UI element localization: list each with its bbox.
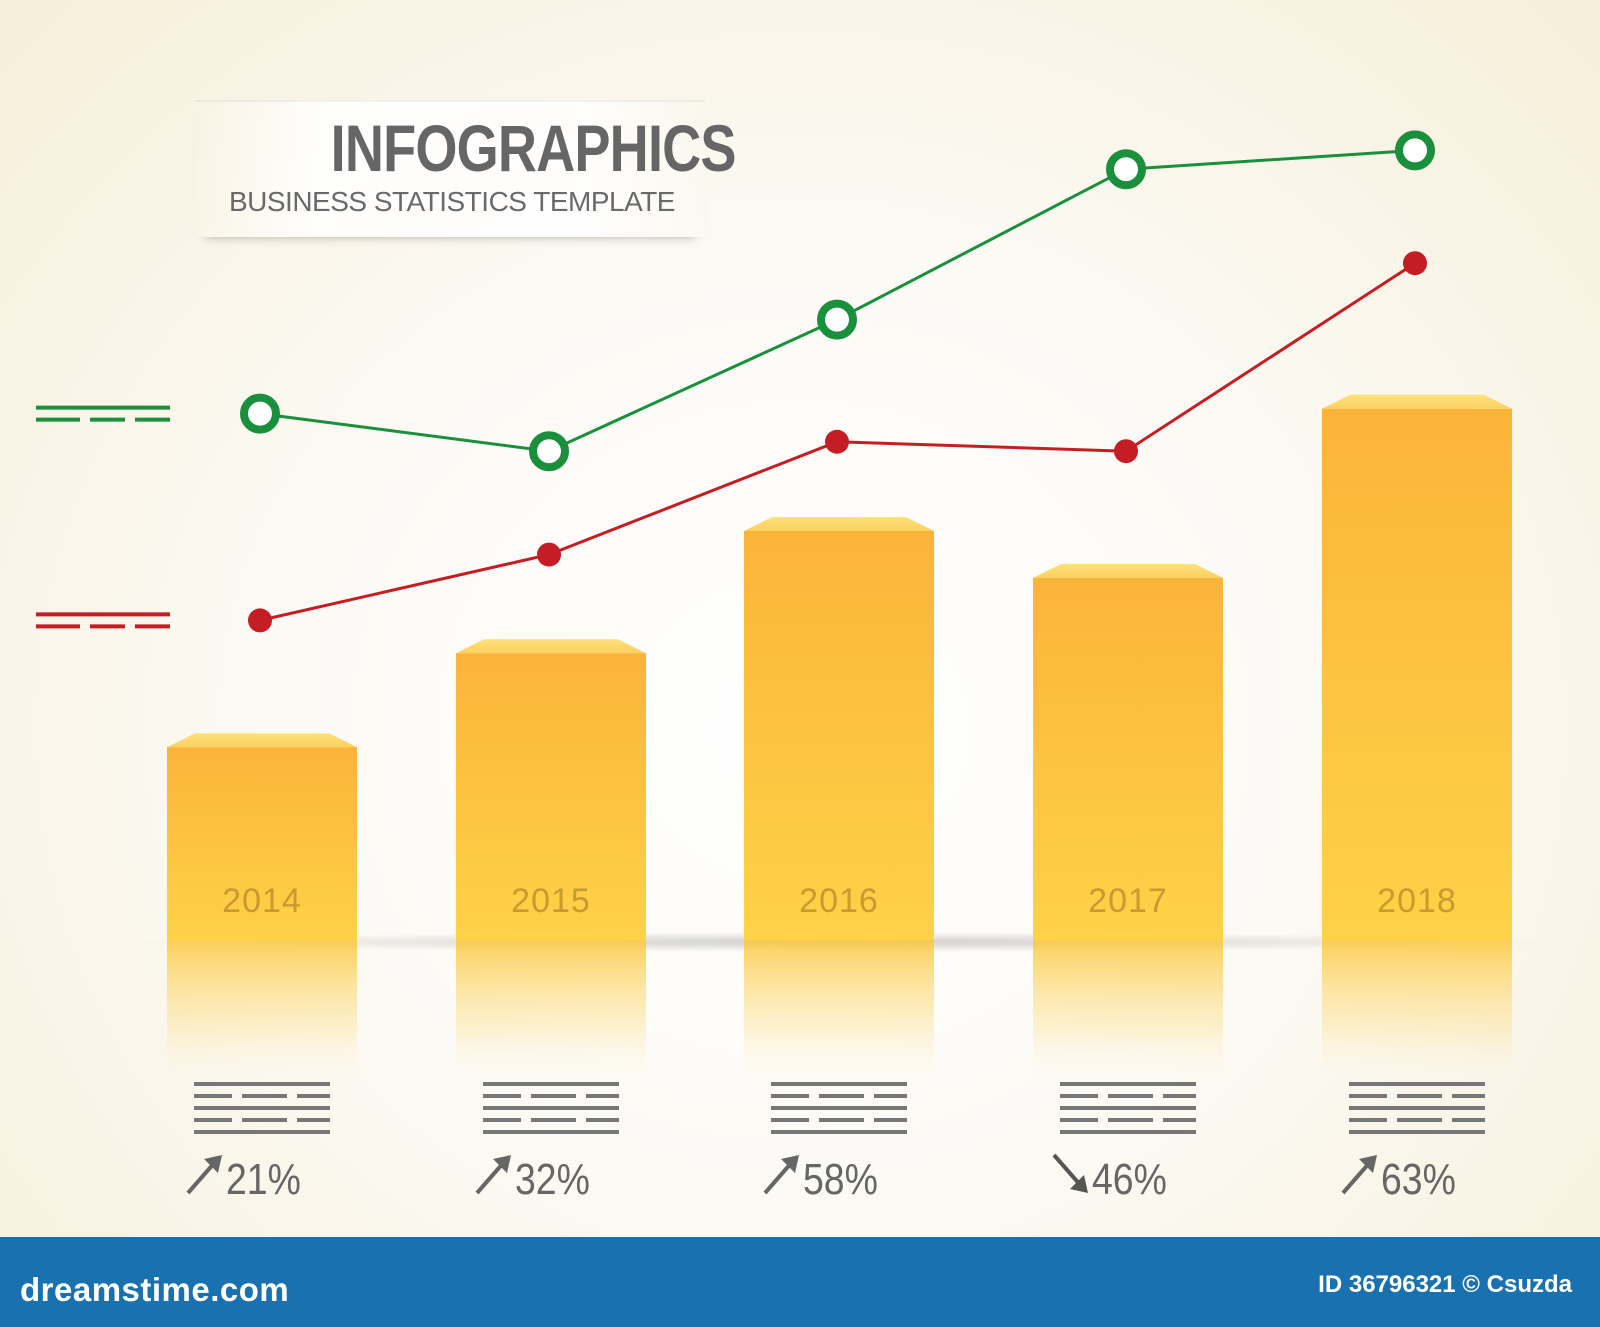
red-line-point	[537, 542, 561, 567]
arrow-up-icon	[763, 1155, 799, 1195]
red-line-point	[825, 429, 849, 454]
captions: 21% 32% 58% 46% 63%	[186, 1082, 1485, 1204]
bar-2016: 2016	[744, 517, 934, 1090]
bar-2015: 2015	[456, 639, 646, 1090]
bar-reflection	[744, 940, 934, 1090]
legend-green	[36, 405, 170, 422]
chart: 2014 2015 2016 2017 2018 21% 32% 58% 46% 63%	[36, 130, 1560, 1204]
arrow-head	[493, 1155, 511, 1173]
bar-top	[1322, 394, 1512, 409]
percent-label: 46%	[1092, 1154, 1167, 1204]
lines	[240, 130, 1435, 633]
bar-top	[744, 517, 934, 531]
arrow-shaft	[763, 1159, 795, 1195]
arrow-head	[781, 1155, 799, 1173]
caption-block	[771, 1082, 907, 1134]
percent-label: 32%	[515, 1154, 590, 1204]
caption-block	[194, 1082, 330, 1134]
green-line-point	[529, 431, 569, 472]
arrow-up-icon	[1341, 1155, 1377, 1195]
bar-top	[1033, 564, 1223, 578]
green-line-point	[817, 299, 857, 340]
red-line-point	[1114, 439, 1138, 464]
percent-label: 63%	[1381, 1154, 1456, 1204]
bar-2017: 2017	[1033, 564, 1223, 1090]
red-line-point	[1403, 251, 1427, 276]
arrow-shaft	[186, 1159, 218, 1195]
arrow-up-icon	[186, 1155, 222, 1195]
bars: 2014 2015 2016 2017 2018	[120, 394, 1560, 1090]
page-title: INFOGRAPHICS	[330, 111, 737, 185]
bar	[456, 653, 646, 940]
bar-label: 2017	[1088, 882, 1168, 920]
legend	[36, 405, 170, 629]
arrow-shaft	[475, 1159, 507, 1195]
footer-site[interactable]: dreamstime.com	[20, 1271, 290, 1308]
green-line-point	[1395, 130, 1435, 171]
bar	[1322, 408, 1512, 940]
bar-reflection	[1033, 940, 1223, 1090]
arrow-up-icon	[475, 1155, 511, 1195]
bar-top	[456, 639, 646, 654]
bar	[167, 747, 357, 940]
caption-block	[483, 1082, 619, 1134]
green-line-point	[240, 393, 280, 434]
bar-reflection	[456, 940, 646, 1090]
bar-reflection	[167, 940, 357, 1090]
red-line-point	[248, 608, 272, 633]
green-line-point	[1106, 149, 1146, 190]
legend-red	[36, 612, 170, 629]
bar-top	[167, 733, 357, 748]
bar-label: 2014	[222, 882, 302, 920]
bar	[744, 531, 934, 940]
caption-block	[1349, 1082, 1485, 1134]
bar-label: 2016	[799, 882, 879, 920]
arrow-head	[1359, 1155, 1377, 1173]
bar-label: 2018	[1377, 882, 1457, 920]
footer: dreamstime.com ID 36796321 © Csuzda	[0, 1237, 1600, 1327]
bar-label: 2015	[511, 882, 591, 920]
title-band	[195, 100, 705, 237]
percent-label: 58%	[803, 1154, 878, 1204]
caption-block	[1060, 1082, 1196, 1134]
footer-image-id: ID 36796321 © Csuzda	[1318, 1271, 1572, 1298]
bar-2014: 2014	[167, 733, 357, 1090]
arrow-head	[204, 1155, 222, 1173]
bar-2018: 2018	[1322, 394, 1512, 1090]
page-subtitle: BUSINESS STATISTICS TEMPLATE	[228, 186, 676, 217]
arrow-down-icon	[1052, 1153, 1088, 1193]
arrow-head	[1070, 1175, 1088, 1193]
bar-reflection	[1322, 940, 1512, 1090]
bar	[1033, 578, 1223, 940]
percent-label: 21%	[226, 1154, 301, 1204]
